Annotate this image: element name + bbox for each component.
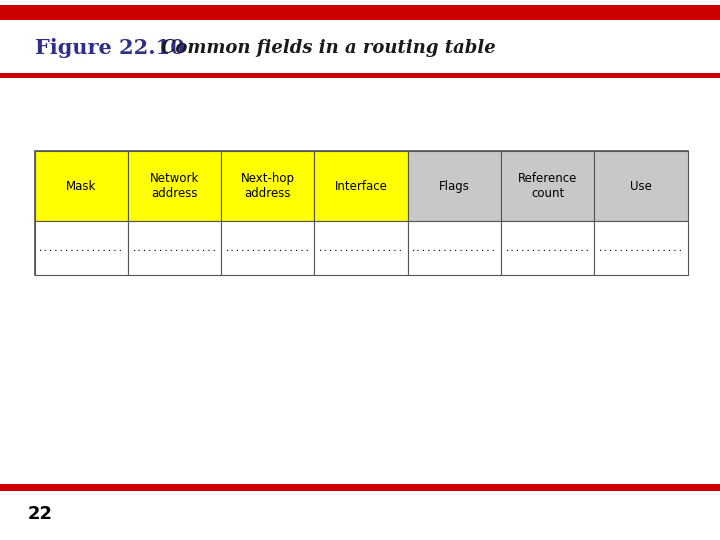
Bar [221, 221, 315, 275]
Text: Network
address: Network address [150, 172, 199, 200]
Text: Common fields in a routing table: Common fields in a routing table [161, 38, 495, 57]
Text: ................: ................ [132, 244, 217, 253]
Bar [408, 221, 501, 275]
Bar [35, 151, 128, 221]
Bar [221, 151, 315, 221]
Bar [501, 221, 594, 275]
Text: ................: ................ [505, 244, 590, 253]
Bar [0, 5, 720, 20]
Text: Flags: Flags [439, 180, 470, 193]
Text: Next-hop
address: Next-hop address [240, 172, 294, 200]
Bar [315, 221, 408, 275]
Bar [594, 221, 688, 275]
Bar [128, 221, 221, 275]
Text: ................: ................ [411, 244, 498, 253]
Bar [408, 151, 501, 221]
Bar [128, 151, 221, 221]
Text: Figure 22.10: Figure 22.10 [35, 37, 184, 58]
Text: Mask: Mask [66, 180, 96, 193]
Text: 22: 22 [27, 505, 53, 523]
Text: Reference
count: Reference count [518, 172, 577, 200]
Text: Use: Use [630, 180, 652, 193]
Bar [35, 221, 128, 275]
Bar [0, 73, 720, 78]
Text: ................: ................ [318, 244, 404, 253]
Text: Interface: Interface [335, 180, 387, 193]
Text: ................: ................ [225, 244, 311, 253]
Bar [315, 151, 408, 221]
Text: ................: ................ [38, 244, 125, 253]
Bar [594, 151, 688, 221]
Bar [0, 484, 720, 491]
Text: ................: ................ [598, 244, 684, 253]
Bar [501, 151, 594, 221]
Bar [35, 151, 688, 275]
